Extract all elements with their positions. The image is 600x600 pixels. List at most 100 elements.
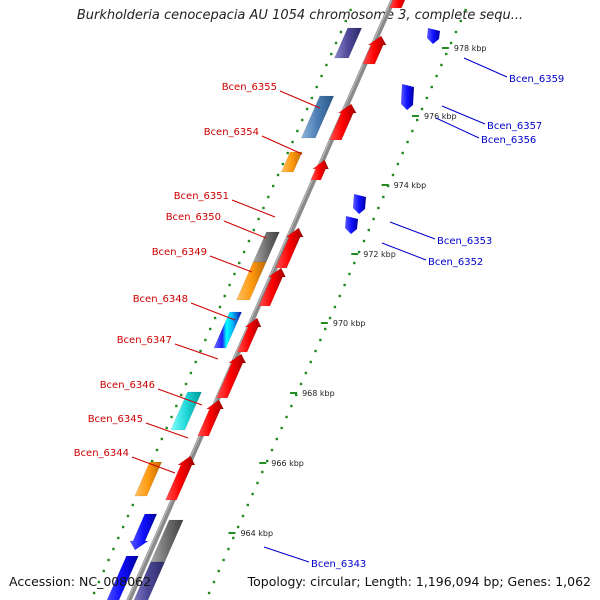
gene-feature[interactable] — [134, 461, 163, 497]
ruler-dot — [449, 41, 453, 45]
track-dot — [165, 426, 168, 430]
gene-feature[interactable] — [213, 311, 243, 349]
ruler-dot — [285, 415, 288, 419]
track-dot — [252, 228, 255, 232]
ruler-dot — [343, 283, 346, 287]
gene-feature[interactable] — [334, 27, 363, 59]
ruler-dot — [207, 591, 211, 595]
track-dot — [301, 118, 304, 122]
track-dot — [155, 448, 159, 452]
gene-feature[interactable] — [216, 353, 247, 399]
ruler-dot — [265, 459, 269, 463]
gene-label-reverse[interactable]: Bcen_6352 — [428, 257, 483, 268]
scale-tick-label: 966 kbp — [271, 459, 304, 468]
ruler-dot — [396, 162, 400, 166]
chromosome-backbone — [126, 0, 396, 600]
ruler-dot — [348, 272, 351, 276]
track-dot — [175, 404, 178, 408]
gene-feature[interactable] — [300, 95, 335, 139]
gene-feature[interactable] — [170, 391, 202, 431]
scale-tick-label: 970 kbp — [333, 319, 366, 328]
gene-labels: Bcen_6355 Bcen_6354 Bcen_6351 Bcen_6350 Bcen… — [74, 74, 565, 570]
gene-feature[interactable] — [197, 399, 224, 437]
ruler-dot — [275, 437, 279, 441]
ruler-dot — [440, 63, 443, 67]
gene-label-forward[interactable]: Bcen_6349 — [152, 247, 207, 258]
scale-tick-label: 972 kbp — [363, 250, 396, 259]
ruler-dot — [319, 338, 322, 342]
gene-label-reverse[interactable]: Bcen_6359 — [509, 74, 564, 85]
gene-feature[interactable] — [329, 103, 357, 141]
scale-tick-label: 976 kbp — [424, 112, 457, 121]
gene-feature[interactable] — [362, 35, 387, 65]
ruler-dot — [261, 470, 264, 474]
gene-label-reverse[interactable]: Bcen_6353 — [437, 236, 492, 247]
gene-feature[interactable] — [280, 151, 303, 173]
ruler-dot — [290, 404, 293, 408]
ruler-dot — [459, 19, 462, 23]
scale-tick-label: 974 kbp — [394, 181, 427, 190]
gene-label-forward[interactable]: Bcen_6348 — [133, 294, 188, 305]
leader-line — [389, 221, 436, 240]
track-dot — [233, 272, 236, 276]
scale-tick-label: 978 kbp — [454, 44, 487, 53]
ruler-dot — [227, 547, 230, 551]
ruler-dot — [367, 228, 370, 232]
ruler-dot — [314, 349, 317, 353]
ruler-dot — [251, 492, 254, 496]
gene-feature[interactable] — [401, 84, 414, 110]
ruler-dot — [295, 393, 298, 397]
track-dot — [296, 129, 299, 133]
gene-feature[interactable] — [258, 267, 287, 307]
ruler-dot — [246, 503, 249, 507]
gene-feature[interactable] — [236, 317, 262, 353]
ruler-dot — [328, 316, 332, 320]
gene-label-reverse[interactable]: Bcen_6357 — [487, 121, 542, 132]
track-dot — [126, 514, 130, 518]
track-dot — [209, 327, 212, 331]
gene-feature[interactable] — [165, 455, 196, 501]
gene-label-forward[interactable]: Bcen_6354 — [204, 127, 259, 138]
track-dot — [184, 382, 188, 386]
ruler-dot — [309, 360, 312, 364]
gene-feature[interactable] — [252, 231, 280, 263]
gene-label-forward[interactable]: Bcen_6346 — [100, 380, 155, 391]
gene-feature[interactable] — [129, 513, 158, 551]
gene-feature[interactable] — [427, 28, 440, 44]
gene-feature[interactable] — [389, 0, 409, 9]
gene-feature[interactable] — [130, 561, 166, 600]
track-dot — [160, 437, 164, 441]
leader-line — [435, 117, 480, 139]
gene-label-reverse[interactable]: Bcen_6356 — [481, 135, 536, 146]
backbone-line — [126, 0, 396, 600]
track-dot — [276, 173, 280, 177]
track-dot — [305, 107, 309, 111]
gene-feature[interactable] — [310, 159, 329, 181]
ruler-dot — [464, 8, 467, 12]
leader-line — [279, 90, 321, 109]
ruler-dot — [425, 96, 429, 100]
gene-label-forward[interactable]: Bcen_6347 — [117, 335, 172, 346]
ruler-dot — [372, 217, 375, 221]
gene-feature[interactable] — [236, 261, 267, 301]
track-dot — [204, 338, 207, 342]
ruler-dot — [406, 140, 409, 144]
leader-line — [131, 456, 176, 474]
gene-feature[interactable] — [345, 216, 358, 234]
track-dot — [228, 283, 231, 287]
gene-label-forward[interactable]: Bcen_6355 — [222, 82, 277, 93]
gene-label-forward[interactable]: Bcen_6345 — [88, 414, 143, 425]
gene-feature[interactable] — [353, 194, 366, 214]
track-dot — [310, 96, 314, 100]
gene-label-reverse[interactable]: Bcen_6343 — [311, 559, 366, 570]
scale-tick-label: 964 kbp — [240, 529, 273, 538]
gene-feature[interactable] — [104, 555, 139, 600]
gene-label-forward[interactable]: Bcen_6351 — [174, 191, 229, 202]
gene-label-forward[interactable]: Bcen_6350 — [166, 212, 221, 223]
track-dot — [320, 74, 323, 78]
track-dot — [339, 30, 343, 34]
track-dot — [257, 217, 260, 221]
leader-line — [261, 135, 303, 155]
gene-label-forward[interactable]: Bcen_6344 — [74, 448, 129, 459]
label-leader-lines — [131, 57, 508, 563]
